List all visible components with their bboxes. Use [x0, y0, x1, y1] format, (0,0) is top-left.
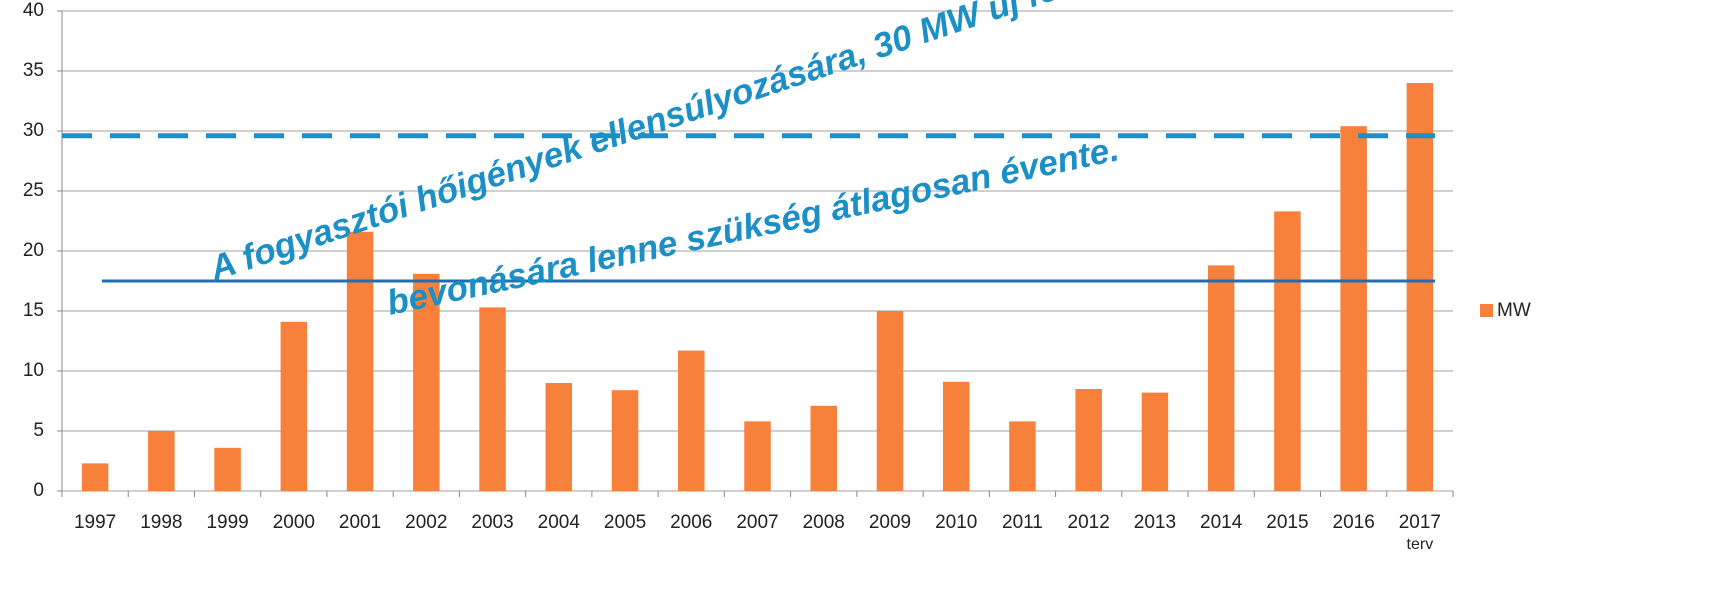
x-tick-label: 2005 [604, 512, 646, 533]
x-tick-label: 2008 [803, 512, 845, 533]
y-tick-label: 30 [23, 120, 44, 141]
x-tick-label: 2002 [405, 512, 447, 533]
y-tick-label: 20 [23, 240, 44, 261]
bar [1075, 389, 1102, 491]
bar [214, 447, 241, 491]
legend-swatch [1480, 304, 1493, 317]
x-tick-label: 2009 [869, 512, 911, 533]
bar [346, 231, 374, 492]
x-tick-label: 2013 [1134, 512, 1176, 533]
bar [810, 405, 837, 491]
y-tick-label: 10 [23, 360, 44, 381]
y-tick-label: 0 [33, 480, 44, 501]
x-tick-label: 2011 [1002, 512, 1043, 533]
x-tick-label: 2007 [736, 512, 778, 533]
bar [744, 421, 771, 491]
legend-label: MW [1497, 300, 1531, 321]
bar [148, 431, 175, 491]
bar [280, 321, 308, 491]
y-tick-label: 15 [23, 300, 44, 321]
y-tick-label: 40 [23, 0, 44, 21]
x-tick-label: 2006 [670, 512, 712, 533]
x-tick-label: 1998 [140, 512, 182, 533]
bar [545, 383, 573, 491]
bar [1406, 83, 1434, 491]
x-tick-label: 1997 [74, 512, 116, 533]
bar [1340, 126, 1367, 491]
bar [611, 390, 639, 491]
bar [1274, 211, 1301, 491]
x-tick-label: 2016 [1333, 512, 1375, 533]
x-tick-label: 2001 [339, 512, 381, 533]
y-tick-label: 25 [23, 180, 44, 201]
bar [1009, 421, 1036, 491]
bar [1207, 265, 1235, 491]
bar [678, 350, 705, 491]
bar [1141, 392, 1169, 491]
x-tick-label: 2017 terv [1399, 512, 1441, 553]
bar [479, 307, 506, 491]
y-tick-label: 5 [33, 420, 44, 441]
x-tick-label: 2015 [1266, 512, 1308, 533]
x-tick-label: 1999 [206, 512, 248, 533]
x-tick-label: 2012 [1068, 512, 1110, 533]
bar [413, 273, 440, 491]
x-tick-label: 2000 [273, 512, 315, 533]
x-tick-label: 2003 [471, 512, 513, 533]
x-tick-label: 2014 [1200, 512, 1243, 533]
x-tick-label: 2010 [935, 512, 977, 533]
bar [876, 311, 904, 491]
plot: 0 5 10 15 20 25 30 35 40 1997 1998 1999 2000 2001 2002… [23, 0, 1531, 553]
bar [81, 463, 109, 491]
y-tick-label: 35 [23, 60, 44, 81]
bar [942, 381, 970, 491]
x-tick-label: 2004 [538, 512, 581, 533]
